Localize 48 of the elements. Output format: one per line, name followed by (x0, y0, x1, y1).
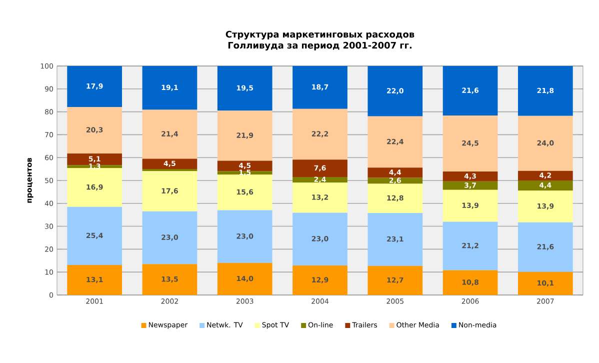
bar (518, 272, 573, 295)
bar (142, 211, 198, 264)
bar (217, 160, 272, 172)
bar (518, 180, 573, 191)
bar (518, 222, 573, 272)
bar (217, 262, 272, 295)
bar (518, 190, 573, 222)
bar (217, 171, 272, 175)
bar (217, 210, 272, 263)
bar (217, 174, 272, 210)
bar (67, 66, 122, 107)
bar (217, 110, 272, 161)
bar (292, 182, 348, 213)
bar (67, 168, 122, 207)
bar (442, 222, 498, 270)
bar (292, 177, 348, 183)
bar (67, 206, 122, 265)
bar (292, 108, 348, 160)
bar (368, 184, 423, 214)
chart-title: Структура маркетинговых расходов Голливуда за период 2001-2007 гг. (226, 30, 414, 50)
bar (67, 106, 122, 154)
bar (442, 181, 498, 190)
bar (67, 264, 122, 295)
bar (368, 66, 423, 116)
bar (442, 66, 498, 116)
bar (368, 116, 423, 168)
bar (368, 213, 423, 266)
bar (368, 266, 423, 295)
bar (442, 172, 498, 182)
bar (142, 171, 198, 212)
bar (442, 190, 498, 222)
bar (292, 212, 348, 266)
bar (368, 178, 423, 184)
bar (518, 66, 573, 116)
bar (142, 66, 198, 110)
bar (442, 115, 498, 172)
bar (217, 66, 272, 111)
bar (292, 265, 348, 295)
bar (518, 116, 573, 171)
bar (67, 153, 122, 166)
bar (442, 270, 498, 295)
bar (368, 168, 423, 178)
bar (142, 158, 198, 170)
bar (518, 170, 573, 180)
bar (142, 110, 198, 159)
bar (292, 160, 348, 178)
bar (142, 264, 198, 295)
bar (292, 66, 348, 109)
